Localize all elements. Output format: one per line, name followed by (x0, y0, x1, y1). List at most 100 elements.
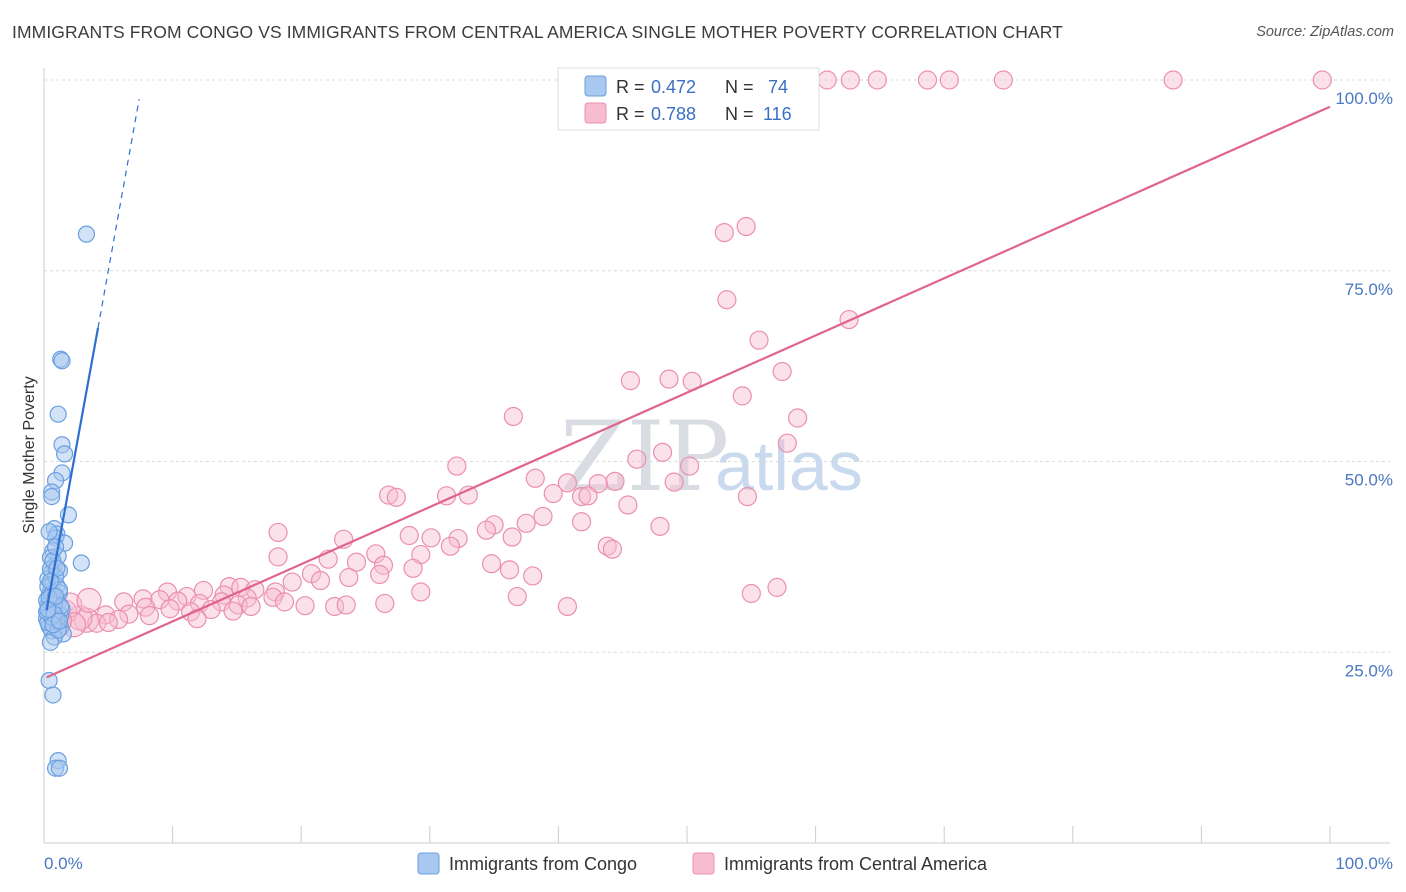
y-axis-label: Single Mother Poverty (21, 376, 38, 533)
point-central-america (737, 486, 758, 507)
trend-line-central-america (46, 105, 1331, 679)
point-central-america (421, 528, 441, 548)
point-central-america (241, 596, 261, 617)
point-central-america (777, 433, 797, 453)
trend-lines (45, 98, 1331, 679)
point-central-america (379, 485, 399, 505)
point-central-america (557, 596, 578, 617)
legend-swatch-congo (584, 75, 607, 97)
point-central-america (386, 487, 406, 507)
trend-line-congo (45, 327, 100, 611)
y-tick-labels: 25.0% 50.0% 75.0% 100.0% (1335, 89, 1393, 680)
point-central-america (160, 599, 180, 619)
point-central-america (339, 567, 359, 588)
point-central-america (310, 570, 331, 591)
point-central-america (578, 486, 598, 506)
point-central-america (1163, 70, 1183, 90)
point-central-america (650, 516, 670, 536)
axes (43, 68, 1390, 844)
point-central-america (168, 591, 188, 611)
point-central-america (481, 554, 502, 574)
y-tick-label: 25.0% (1345, 661, 1393, 680)
point-congo (46, 587, 65, 606)
point-central-america (295, 596, 315, 616)
point-congo (72, 554, 90, 572)
bottom-legend-swatch-central-america (692, 852, 715, 875)
point-central-america (447, 456, 467, 476)
point-central-america (1312, 70, 1332, 90)
point-congo (55, 445, 74, 463)
legend-ca-r-value: 0.788 (651, 104, 696, 124)
point-congo (43, 487, 61, 506)
point-central-america (346, 552, 367, 572)
point-central-america (403, 558, 423, 578)
point-central-america (620, 371, 641, 391)
point-central-america (440, 536, 460, 556)
legend: R = 0.472 N = 74 R = 0.788 N = 116 (557, 67, 820, 131)
point-central-america (736, 216, 756, 237)
chart-title: IMMIGRANTS FROM CONGO VS IMMIGRANTS FROM… (12, 22, 1063, 42)
point-central-america (543, 483, 563, 504)
legend-congo-n-label: N = (725, 77, 754, 97)
point-congo (49, 405, 67, 423)
legend-ca-r-label: R = (616, 104, 645, 124)
series-congo-points (37, 225, 96, 777)
trend-line-congo-extension (97, 98, 140, 329)
point-central-america (772, 361, 792, 382)
point-congo (77, 225, 96, 243)
x-tick-label-end: 100.0% (1335, 854, 1393, 873)
point-central-america (659, 369, 679, 389)
bottom-legend-congo-label: Immigrants from Congo (449, 854, 637, 874)
point-central-america (571, 512, 592, 532)
watermark-zip: ZIP (560, 401, 729, 513)
point-central-america (411, 582, 431, 602)
source-credit: Source: ZipAtlas.com (1256, 24, 1394, 40)
grid-lines (44, 79, 1390, 653)
point-congo (53, 352, 71, 370)
point-central-america (507, 586, 527, 607)
point-central-america (588, 474, 608, 494)
point-central-america (557, 473, 578, 493)
point-central-america (664, 472, 684, 492)
point-central-america (370, 564, 390, 585)
point-central-america (139, 606, 160, 626)
point-central-america (448, 528, 468, 549)
point-central-america (98, 612, 118, 633)
point-central-america (268, 522, 288, 543)
x-tick-label-start: 0.0% (44, 854, 83, 873)
point-central-america (76, 587, 102, 613)
point-central-america (366, 544, 386, 564)
point-central-america (201, 599, 221, 620)
point-central-america (597, 536, 617, 556)
series-central-america-points (46, 70, 1332, 638)
point-central-america (732, 386, 752, 406)
point-central-america (817, 70, 837, 90)
y-tick-label: 75.0% (1345, 280, 1393, 299)
point-central-america (652, 442, 673, 462)
point-central-america (867, 70, 887, 90)
point-central-america (993, 70, 1013, 90)
point-central-america (523, 566, 543, 586)
point-central-america (223, 601, 243, 621)
x-tick-labels: 0.0% 100.0% (44, 854, 1393, 873)
point-congo (40, 523, 58, 541)
legend-swatch-central-america (584, 102, 607, 124)
point-central-america (336, 595, 356, 615)
legend-ca-n-value: 116 (763, 104, 792, 124)
point-central-america (717, 290, 737, 310)
point-central-america (917, 70, 938, 90)
legend-ca-n-label: N = (725, 104, 754, 124)
point-central-america (767, 577, 787, 597)
point-congo (50, 759, 69, 777)
point-central-america (679, 456, 700, 476)
legend-congo-n-value: 74 (768, 77, 788, 97)
point-central-america (282, 572, 302, 592)
bottom-legend-swatch-congo (417, 852, 440, 875)
point-central-america (939, 70, 959, 90)
point-central-america (714, 223, 734, 243)
y-tick-label: 100.0% (1335, 89, 1393, 108)
point-central-america (114, 592, 134, 612)
point-central-america (525, 468, 545, 488)
point-congo (44, 686, 62, 704)
